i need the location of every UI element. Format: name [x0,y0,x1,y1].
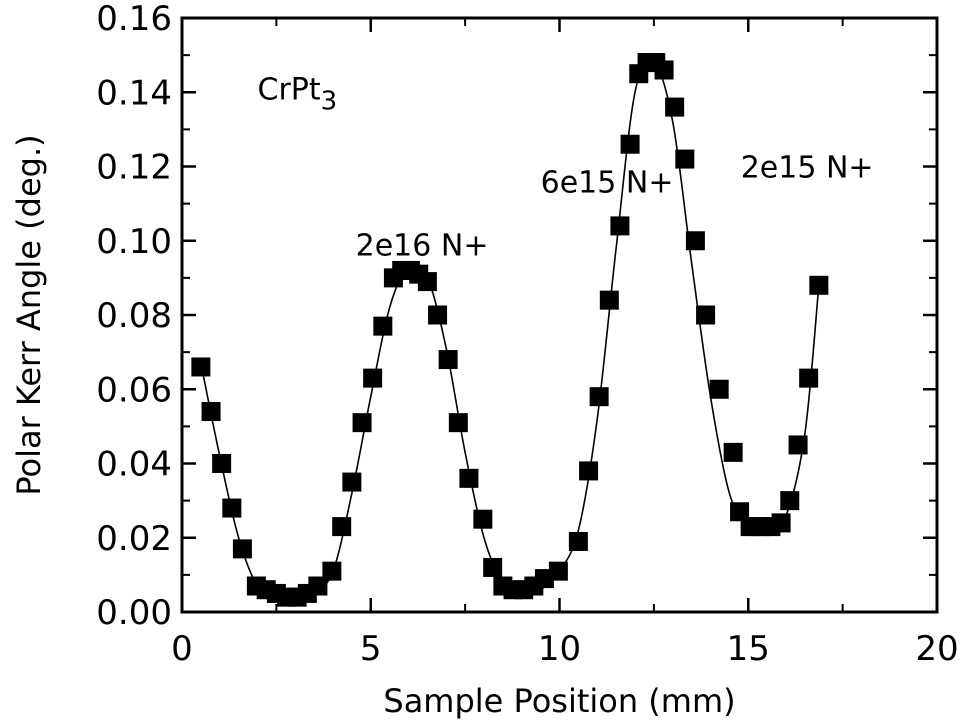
data-point [696,305,716,325]
data-point [589,387,609,407]
annotations: 2e16 N+ 6e15 N+ 2e15 N+ [356,151,874,264]
material-label: CrPt3 [258,73,338,117]
data-point [308,576,328,596]
data-point [428,305,448,325]
data-point [665,97,685,117]
data-point [322,561,342,581]
data-point [438,350,458,370]
data-point [212,454,232,473]
data-point [685,231,705,251]
data-point [342,472,362,492]
data-point [448,413,468,433]
data-point [799,368,819,388]
data-point [483,557,503,577]
data-point [709,379,729,399]
data-point [373,316,393,336]
data-point [201,402,221,422]
annotation-label: 2e15 N+ [741,151,874,186]
data-point [417,272,437,292]
data-point [675,149,695,169]
x-tick-label: 20 [915,629,958,669]
y-axis-ticks: 0.00 0.02 0.04 0.06 0.08 0.10 0.12 0.14 0.16 [96,0,937,633]
data-point [730,502,750,522]
y-tick-label: 0.10 [96,222,172,262]
data-point [352,413,372,433]
data-point [548,561,568,581]
annotation-label: 2e16 N+ [356,229,489,264]
data-point [222,498,242,518]
data-points [191,53,829,607]
x-tick-label: 0 [171,629,193,669]
x-tick-label: 10 [538,629,581,669]
data-point [473,509,493,529]
y-tick-label: 0.00 [96,593,172,633]
x-axis-label: Sample Position (mm) [383,682,735,720]
x-tick-label: 5 [360,629,382,669]
y-tick-label: 0.06 [96,370,172,410]
y-tick-label: 0.12 [96,148,172,188]
annotation-label: 6e15 N+ [541,165,674,200]
material-subscript: 3 [321,87,338,117]
data-point [568,531,588,551]
y-tick-label: 0.02 [96,519,172,559]
data-point [771,513,791,533]
plot-frame [180,16,939,614]
data-point [780,491,800,511]
x-tick-label: 15 [727,629,770,669]
y-axis-label: Polar Kerr Angle (deg.) [10,134,48,495]
data-point [363,368,383,388]
material-base: CrPt [258,73,321,108]
y-tick-label: 0.14 [96,73,172,113]
fit-curve-group [200,59,820,602]
data-point [191,357,211,377]
y-tick-label: 0.04 [96,445,172,485]
y-tick-label: 0.08 [96,296,172,336]
data-point [599,290,619,310]
data-point [232,539,252,559]
data-point [654,60,674,80]
data-point [332,517,352,537]
data-point [723,442,743,462]
data-point [610,216,630,236]
data-point [579,461,599,481]
data-point [788,435,808,455]
data-point [809,275,829,295]
data-point [459,468,479,488]
y-tick-label: 0.16 [96,0,172,39]
fit-curve [200,59,820,602]
data-point [620,134,640,154]
